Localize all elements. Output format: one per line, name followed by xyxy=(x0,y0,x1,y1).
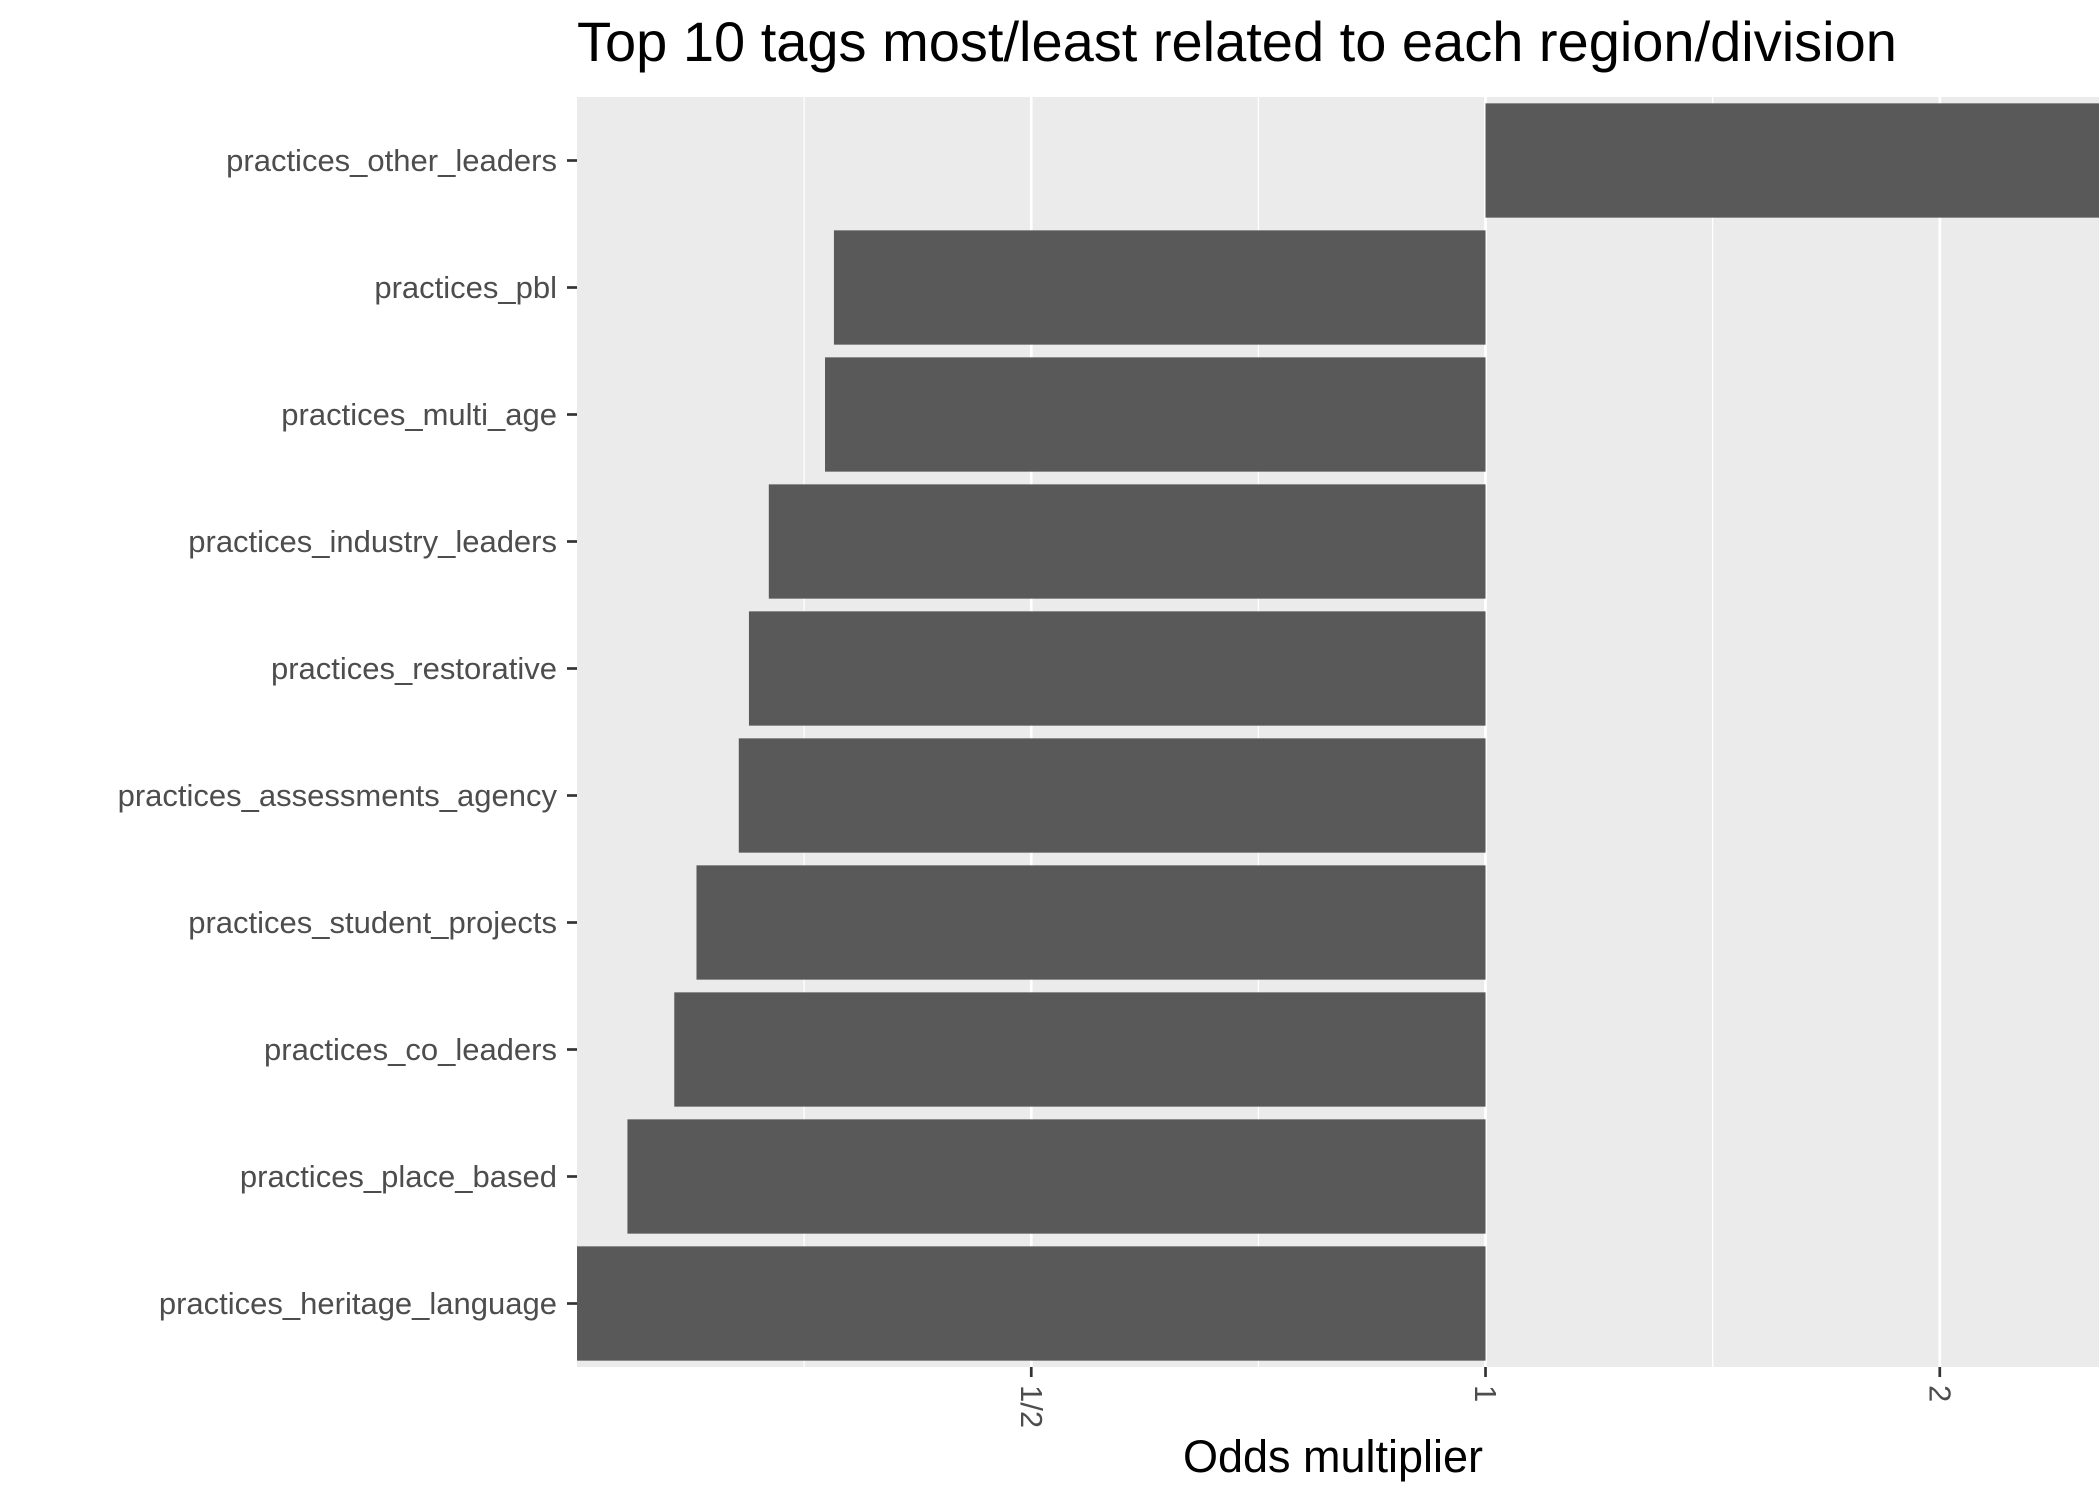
y-tick-label: practices_place_based xyxy=(240,1159,557,1194)
x-axis-title: Odds multiplier xyxy=(1182,1431,1484,1482)
bar-practices_place_based xyxy=(627,1119,1486,1234)
y-tick-label: practices_student_projects xyxy=(188,905,557,940)
y-tick-label: practices_heritage_language xyxy=(159,1286,557,1321)
bar-practices_multi_age xyxy=(825,357,1486,472)
bar-practices_co_leaders xyxy=(674,992,1486,1107)
x-axis: 1/2 1 2 xyxy=(1014,1367,1957,1428)
bar-practices_student_projects xyxy=(696,865,1486,980)
x-tick-label: 2 xyxy=(1922,1385,1957,1402)
y-tick-label: practices_assessments_agency xyxy=(118,778,558,813)
y-tick-label: practices_pbl xyxy=(374,270,557,305)
y-tick-label: practices_multi_age xyxy=(281,397,557,432)
bar-practices_industry_leaders xyxy=(768,484,1486,599)
chart-title: Top 10 tags most/least related to each r… xyxy=(577,10,1897,73)
bar-practices_assessments_agency xyxy=(738,738,1486,853)
bar-practices_pbl xyxy=(833,230,1486,345)
bars xyxy=(577,103,2099,1361)
y-tick-label: practices_restorative xyxy=(271,651,557,686)
y-tick-label: practices_other_leaders xyxy=(226,143,557,178)
y-axis: practices_other_leaders practices_pblprac… xyxy=(118,143,577,1321)
y-tick-label: practices_co_leaders xyxy=(264,1032,557,1067)
x-tick-label: 1 xyxy=(1468,1385,1503,1402)
y-tick-label: practices_industry_leaders xyxy=(188,524,557,559)
bar-practices_restorative xyxy=(748,611,1486,726)
x-tick-label: 1/2 xyxy=(1014,1385,1049,1428)
bar-practices_heritage_language xyxy=(577,1246,1486,1361)
bar-practices_other_leaders xyxy=(1485,103,2099,218)
